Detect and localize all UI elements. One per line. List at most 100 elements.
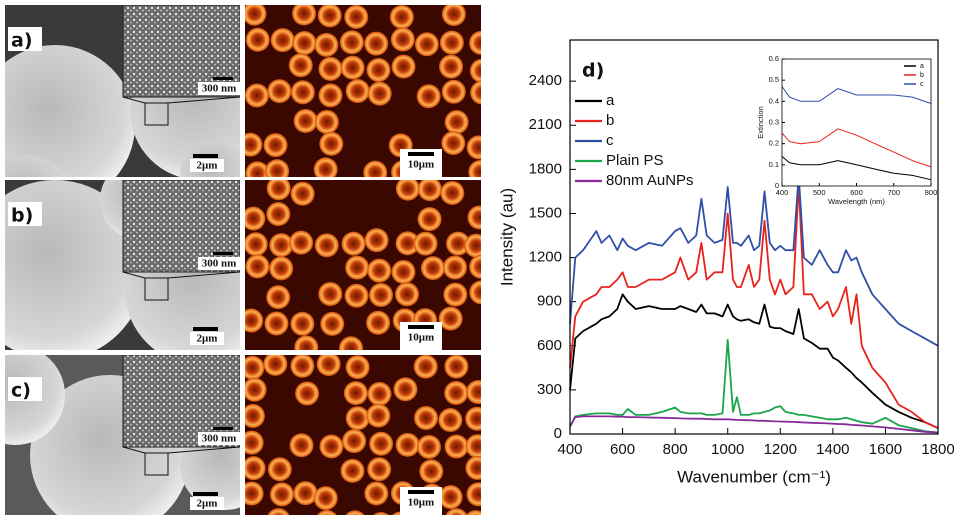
- bead: [246, 28, 270, 52]
- legend-label: a: [920, 63, 924, 70]
- legend-label: b: [920, 72, 924, 79]
- bead: [314, 486, 338, 510]
- y-tick-label: 0: [775, 181, 779, 190]
- bead: [442, 80, 466, 104]
- bead: [243, 378, 267, 402]
- y-tick-label: 2100: [529, 116, 562, 133]
- inset-scale: 300 nm: [202, 83, 237, 95]
- bead: [439, 307, 463, 331]
- y-tick-label: 300: [537, 381, 562, 398]
- bead: [368, 382, 392, 406]
- page: {"panels": [ {"label": "a)", "inset_scal…: [0, 0, 962, 520]
- bead: [319, 434, 343, 458]
- bead: [342, 429, 366, 453]
- bead: [346, 79, 370, 103]
- bead: [364, 32, 388, 56]
- bead: [314, 33, 338, 57]
- bead: [414, 355, 438, 379]
- scale-bar: [408, 325, 434, 329]
- scale-bar: [213, 252, 233, 255]
- bead: [295, 381, 319, 405]
- x-axis-label: Wavenumber (cm⁻¹): [677, 467, 831, 486]
- y-tick-label: 0.6: [769, 54, 779, 63]
- y-tick-label: 0.4: [769, 96, 779, 105]
- panel-label: b): [11, 205, 33, 227]
- fluorescence-scale: 10μm: [408, 159, 434, 171]
- bead: [369, 283, 393, 307]
- bead: [319, 132, 343, 156]
- bead: [367, 58, 391, 82]
- legend-label: Plain PS: [606, 152, 664, 169]
- series-line: [570, 294, 938, 428]
- bead: [445, 110, 469, 134]
- series-line: [570, 340, 938, 433]
- bead: [366, 311, 390, 335]
- x-tick-label: 1600: [869, 441, 902, 458]
- bead: [470, 81, 494, 105]
- bead: [391, 27, 415, 51]
- bead: [464, 234, 488, 258]
- bead: [318, 57, 342, 81]
- bead: [341, 232, 365, 256]
- scale-bar: [193, 492, 218, 496]
- sem-scale: 2μm: [197, 498, 218, 510]
- bead: [396, 433, 420, 457]
- bead: [345, 284, 369, 308]
- y-tick-label: 0.3: [769, 117, 779, 126]
- sem-scale: 2μm: [197, 333, 218, 345]
- scale-bar: [193, 154, 218, 158]
- bead: [344, 381, 368, 405]
- bead: [265, 159, 289, 183]
- bead: [267, 176, 291, 200]
- bead: [267, 79, 291, 103]
- bead: [467, 205, 491, 229]
- micrographs: 300 nm2μma)10μm300 nm2μmb)10μm300 nm2μmc…: [0, 1, 494, 520]
- panel-label: d): [582, 60, 604, 82]
- bead: [289, 53, 313, 77]
- fluorescence-image: 10μm: [238, 1, 494, 185]
- bead: [417, 84, 441, 108]
- bead: [421, 256, 445, 280]
- x-tick-label: 700: [887, 188, 900, 197]
- bead: [318, 83, 342, 107]
- scale-bar: [408, 490, 434, 494]
- inset-scale: 300 nm: [202, 258, 237, 270]
- x-tick-label: 800: [663, 441, 688, 458]
- bead: [240, 356, 264, 380]
- bead: [443, 256, 467, 280]
- bead: [318, 282, 342, 306]
- bead: [293, 481, 317, 505]
- bead: [466, 482, 490, 506]
- bead: [344, 5, 368, 29]
- x-tick-label: 1200: [764, 441, 797, 458]
- bead: [292, 31, 316, 55]
- bead: [368, 82, 392, 106]
- bead: [264, 312, 288, 336]
- bead: [415, 32, 439, 56]
- bead: [391, 260, 415, 284]
- bead: [419, 459, 443, 483]
- x-tick-label: 400: [557, 441, 582, 458]
- bead: [241, 207, 265, 231]
- y-tick-label: 1800: [529, 160, 562, 177]
- bead: [439, 55, 463, 79]
- bead: [466, 434, 490, 458]
- bead: [466, 380, 490, 404]
- y-tick-label: 0.1: [769, 160, 779, 169]
- bead: [445, 435, 469, 459]
- bead: [244, 232, 268, 256]
- bead: [294, 109, 318, 133]
- bead: [269, 256, 293, 280]
- bead: [314, 157, 338, 181]
- bead: [317, 352, 341, 376]
- bead: [414, 406, 438, 430]
- bead: [318, 3, 342, 27]
- bead: [444, 381, 468, 405]
- bead: [470, 59, 494, 83]
- bead: [440, 181, 464, 205]
- bead: [242, 456, 266, 480]
- bead: [392, 55, 416, 79]
- bead: [443, 283, 467, 307]
- fluorescence-scale: 10μm: [408, 497, 434, 509]
